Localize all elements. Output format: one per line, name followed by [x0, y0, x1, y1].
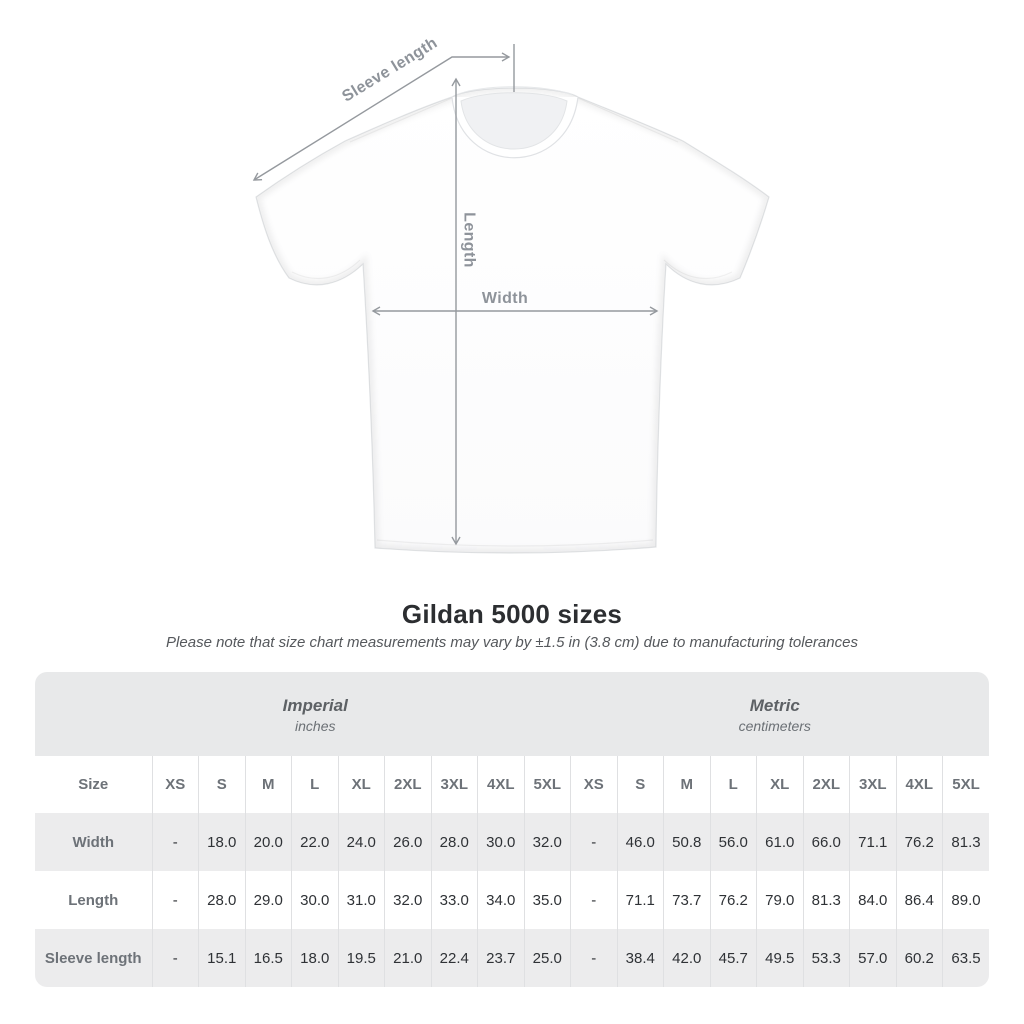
value-sleeve-length-metric-l: 45.7 — [709, 929, 757, 987]
metric-sublabel: centimeters — [738, 718, 811, 735]
metric-label: Metric — [749, 695, 800, 715]
value-width-imperial-2xl: 26.0 — [384, 813, 431, 871]
value-sleeve-length-metric-3xl: 57.0 — [849, 929, 896, 987]
value-sleeve-length-metric-m: 42.0 — [663, 929, 710, 987]
measurement-row-label-width: Width — [72, 833, 114, 851]
value-sleeve-length-metric-xs: - — [570, 929, 617, 987]
value-length-imperial-xs: - — [151, 871, 199, 929]
value-width-imperial-m: 20.0 — [244, 813, 292, 871]
size-col-header-imperial-xl: XL — [337, 756, 385, 813]
size-col-header-metric-2xl: 2XL — [802, 756, 850, 813]
size-col-header-imperial-4xl: 4XL — [477, 756, 524, 813]
value-length-metric-s: 71.1 — [616, 871, 664, 929]
size-col-header-metric-xl: XL — [756, 756, 803, 813]
size-col-header-imperial-3xl: 3XL — [430, 756, 478, 813]
value-length-imperial-xl: 31.0 — [337, 871, 385, 929]
units-header-row: Imperial inches Metric centimeters — [35, 672, 989, 756]
value-width-metric-4xl: 76.2 — [895, 813, 943, 871]
length-label: Length — [461, 212, 478, 268]
value-width-imperial-3xl: 28.0 — [430, 813, 478, 871]
value-length-metric-xs: - — [570, 871, 617, 929]
size-col-header-imperial-l: L — [291, 756, 338, 813]
size-col-header-metric-3xl: 3XL — [849, 756, 896, 813]
value-width-metric-s: 46.0 — [616, 813, 664, 871]
size-chart: Imperial inches Metric centimeters Size X… — [35, 672, 989, 987]
measurement-row-label-length: Length — [68, 891, 119, 909]
value-sleeve-length-imperial-5xl: 25.0 — [523, 929, 571, 987]
value-width-metric-l: 56.0 — [709, 813, 757, 871]
value-length-imperial-3xl: 33.0 — [430, 871, 478, 929]
size-col-header-metric-xs: XS — [570, 756, 617, 813]
value-width-metric-3xl: 71.1 — [849, 813, 896, 871]
value-length-imperial-s: 28.0 — [198, 871, 245, 929]
value-width-imperial-xs: - — [151, 813, 199, 871]
value-width-imperial-4xl: 30.0 — [477, 813, 524, 871]
value-sleeve-length-metric-2xl: 53.3 — [802, 929, 850, 987]
value-width-imperial-s: 18.0 — [198, 813, 245, 871]
value-sleeve-length-metric-xl: 49.5 — [756, 929, 803, 987]
value-length-imperial-5xl: 35.0 — [523, 871, 571, 929]
value-length-imperial-2xl: 32.0 — [384, 871, 431, 929]
value-width-metric-xl: 61.0 — [756, 813, 803, 871]
imperial-header: Imperial inches — [152, 672, 571, 756]
value-sleeve-length-metric-5xl: 63.5 — [942, 929, 989, 987]
size-col-header-imperial-s: S — [198, 756, 245, 813]
page-title: Gildan 5000 sizes — [401, 599, 623, 629]
size-col-header-metric-5xl: 5XL — [942, 756, 989, 813]
size-col-header-metric-4xl: 4XL — [895, 756, 943, 813]
value-length-metric-m: 73.7 — [663, 871, 710, 929]
value-sleeve-length-imperial-xl: 19.5 — [337, 929, 385, 987]
value-width-imperial-l: 22.0 — [291, 813, 338, 871]
value-length-metric-3xl: 84.0 — [849, 871, 896, 929]
value-length-metric-4xl: 86.4 — [895, 871, 943, 929]
imperial-label: Imperial — [282, 695, 348, 715]
value-sleeve-length-imperial-s: 15.1 — [198, 929, 245, 987]
metric-header: Metric centimeters — [570, 672, 989, 756]
value-sleeve-length-imperial-m: 16.5 — [244, 929, 292, 987]
size-col-header-imperial-2xl: 2XL — [384, 756, 431, 813]
value-length-imperial-l: 30.0 — [291, 871, 338, 929]
value-width-metric-m: 50.8 — [663, 813, 710, 871]
value-width-metric-5xl: 81.3 — [942, 813, 989, 871]
value-length-metric-xl: 79.0 — [756, 871, 803, 929]
value-length-metric-l: 76.2 — [709, 871, 757, 929]
size-chart-body: Size XS S M L XL 2XL 3XL 4XL 5XL XS S M L XL 2XL 3XL 4XL 5… — [35, 756, 989, 987]
sleeve-length-arrow — [252, 52, 511, 181]
measurement-row-width: Width -18.0 20.0 22.0 24.0 26.0 28.0 30.0 32.0-4… — [35, 813, 989, 871]
value-sleeve-length-imperial-4xl: 23.7 — [477, 929, 524, 987]
value-width-imperial-5xl: 32.0 — [523, 813, 571, 871]
units-corner-cell — [35, 672, 152, 756]
value-width-imperial-xl: 24.0 — [337, 813, 385, 871]
value-sleeve-length-imperial-l: 18.0 — [291, 929, 338, 987]
value-sleeve-length-imperial-2xl: 21.0 — [384, 929, 431, 987]
measurement-row-length: Length -28.0 29.0 30.0 31.0 32.0 33.0 34.0 35.0-… — [35, 871, 989, 929]
tshirt-illustration — [255, 86, 770, 554]
value-width-metric-xs: - — [570, 813, 617, 871]
size-row-label: Size — [78, 776, 109, 793]
value-length-imperial-4xl: 34.0 — [477, 871, 524, 929]
value-length-metric-2xl: 81.3 — [802, 871, 850, 929]
value-width-metric-2xl: 66.0 — [802, 813, 850, 871]
measurement-row-sleeve-length: Sleeve length -15.1 16.5 18.0 19.5 21.0 22.4 23… — [35, 929, 989, 987]
size-header-row: Size XS S M L XL 2XL 3XL 4XL 5XL XS S M L XL 2XL 3XL 4XL 5… — [35, 756, 989, 813]
value-sleeve-length-imperial-3xl: 22.4 — [430, 929, 478, 987]
value-sleeve-length-metric-4xl: 60.2 — [895, 929, 943, 987]
size-col-header-imperial-m: M — [244, 756, 292, 813]
tshirt-measurement-diagram: Sleeve length Length Width — [252, 34, 770, 554]
size-chart-table: Imperial inches Metric centimeters Size X… — [35, 672, 989, 987]
imperial-sublabel: inches — [295, 718, 336, 735]
value-length-imperial-m: 29.0 — [244, 871, 292, 929]
size-col-header-imperial-xs: XS — [151, 756, 199, 813]
size-col-header-metric-l: L — [709, 756, 757, 813]
size-col-header-metric-s: S — [616, 756, 664, 813]
width-label: Width — [482, 290, 528, 307]
size-col-header-metric-m: M — [663, 756, 710, 813]
measurement-row-label-sleeve-length: Sleeve length — [44, 949, 142, 967]
size-col-header-imperial-5xl: 5XL — [523, 756, 571, 813]
tolerance-note: Please note that size chart measurements… — [166, 634, 858, 651]
value-length-metric-5xl: 89.0 — [942, 871, 989, 929]
value-sleeve-length-metric-s: 38.4 — [616, 929, 664, 987]
value-sleeve-length-imperial-xs: - — [151, 929, 199, 987]
